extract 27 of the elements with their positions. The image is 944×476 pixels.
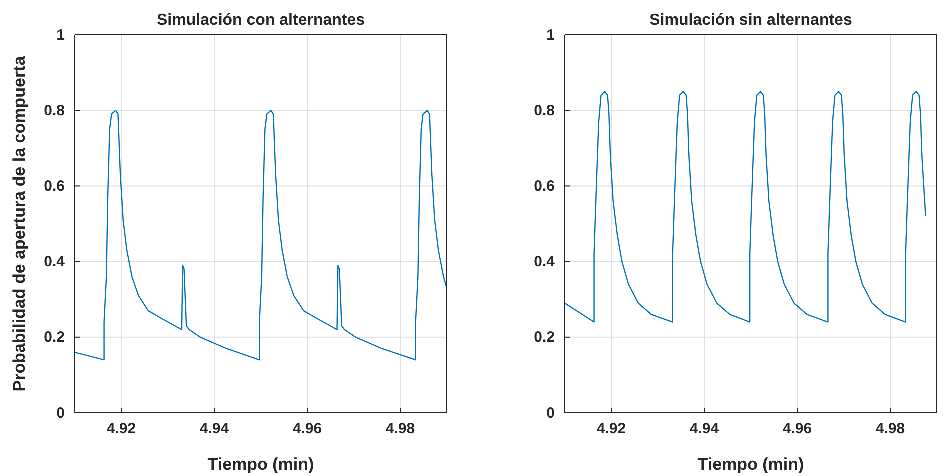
chart-title: Simulación con alternantes (156, 12, 366, 29)
x-tick-label: 4.92 (596, 420, 626, 438)
y-tick-label: 0.4 (534, 254, 556, 271)
x-tick-label: 4.96 (292, 420, 322, 438)
x-tick-label: 4.96 (782, 420, 812, 438)
x-tick-label: 4.98 (876, 420, 906, 438)
y-tick-label: 0 (56, 404, 65, 422)
y-tick-label: 0.4 (44, 254, 66, 271)
y-tick-label: 0.6 (44, 178, 65, 195)
x-tick-label: 4.94 (200, 420, 230, 438)
x-tick-label: 4.98 (386, 420, 416, 438)
x-tick-label: 4.92 (106, 420, 136, 438)
y-tick-label: 0.2 (534, 329, 555, 346)
y-tick-label: 0.6 (534, 178, 555, 195)
y-tick-label: 0 (546, 404, 555, 422)
y-tick-label: 0.2 (44, 329, 65, 346)
x-axis-title: Tiempo (min) (208, 455, 314, 474)
y-tick-label: 0.8 (44, 102, 65, 120)
y-tick-label: 1 (56, 26, 65, 44)
x-tick-label: 4.94 (690, 420, 720, 438)
y-axis-title: Probabilidad de apertura de la compuerta (10, 56, 29, 392)
y-tick-label: 0.8 (534, 102, 555, 120)
y-tick-label: 1 (546, 26, 555, 44)
line-series (75, 110, 447, 361)
x-axis-title: Tiempo (min) (698, 455, 804, 474)
chart-title: Simulación sin alternantes (650, 12, 852, 29)
line-series (565, 91, 926, 323)
